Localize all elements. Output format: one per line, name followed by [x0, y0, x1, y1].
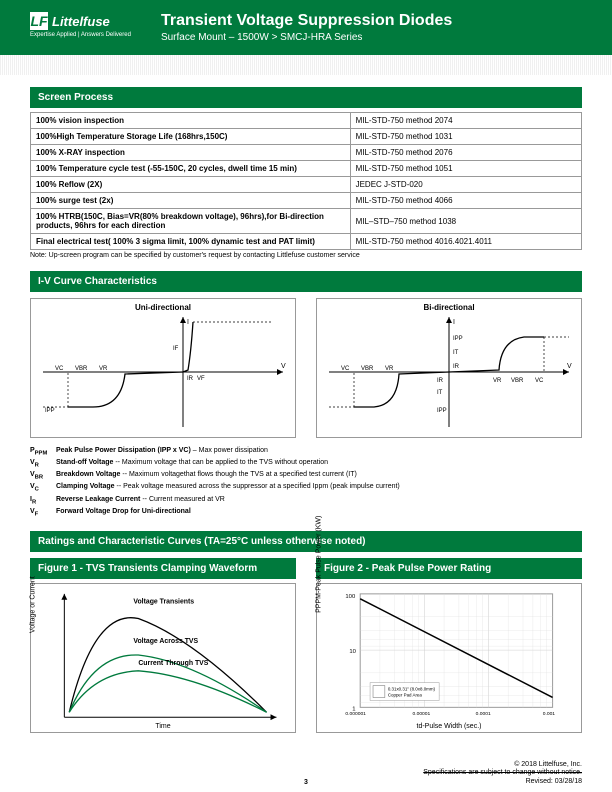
iv-heading: I-V Curve Characteristics: [30, 271, 582, 292]
screen-process-heading: Screen Process: [30, 87, 582, 108]
footer-disclaimer: Specifications are subject to change wit…: [423, 769, 582, 777]
svg-text:Voltage Transients: Voltage Transients: [133, 598, 194, 605]
svg-text:VF: VF: [197, 376, 205, 382]
table-row: 100% Temperature cycle test (-55-150C, 2…: [31, 161, 582, 177]
fig2-ylabel: PPPM-Peak Pulse Power (KW): [316, 515, 323, 612]
svg-text:IF: IF: [173, 346, 179, 352]
decorative-dots: [0, 55, 612, 75]
svg-text:0.001: 0.001: [543, 711, 556, 717]
iv-uni-title: Uni-directional: [31, 303, 295, 312]
svg-text:Voltage Across TVS: Voltage Across TVS: [133, 638, 198, 645]
table-row: 100% HTRB(150C, Bias=VR(80% breakdown vo…: [31, 209, 582, 234]
svg-text:VC: VC: [535, 378, 544, 384]
svg-text:IR: IR: [437, 378, 444, 384]
svg-text:Current Through TVS: Current Through TVS: [138, 660, 208, 667]
svg-text:0.31x0.31" (8.0x8.0mm): 0.31x0.31" (8.0x8.0mm): [388, 686, 436, 691]
svg-text:0.00001: 0.00001: [412, 711, 430, 717]
footer-revised: Revised: 03/28/18: [423, 778, 582, 786]
logo-icon: LF: [30, 12, 48, 30]
header-text: Transient Voltage Suppression Diodes Sur…: [161, 12, 452, 43]
screen-process-note: Note: Up-screen program can be specified…: [30, 252, 582, 259]
fig1-chart: Voltage or Current Time Voltage Transien…: [30, 583, 296, 733]
svg-text:IPP: IPP: [437, 408, 447, 414]
svg-text:I: I: [453, 319, 455, 326]
svg-text:IPP: IPP: [45, 408, 55, 414]
ratings-heading: Ratings and Characteristic Curves (TA=25…: [30, 531, 582, 552]
page-header: LF Littelfuse Expertise Applied | Answer…: [0, 0, 612, 55]
fig1-heading: Figure 1 - TVS Transients Clamping Wavef…: [30, 558, 296, 579]
table-row: 100% X-RAY inspectionMIL-STD-750 method …: [31, 145, 582, 161]
svg-text:IPP: IPP: [453, 336, 463, 342]
svg-text:IR: IR: [187, 376, 194, 382]
definitions: PPPM Peak Pulse Power Dissipation (IPP x…: [30, 446, 582, 519]
svg-text:V: V: [281, 363, 286, 370]
svg-text:0.000001: 0.000001: [345, 711, 366, 717]
fig1-xlabel: Time: [155, 723, 170, 730]
svg-text:VR: VR: [493, 378, 502, 384]
iv-bi-chart: Bi-directional V I VC VBR VR VR VBR VC: [316, 298, 582, 438]
svg-text:VR: VR: [99, 366, 108, 372]
svg-text:IT: IT: [453, 350, 459, 356]
page-number: 3: [304, 779, 308, 786]
table-row: Final electrical test( 100% 3 sigma limi…: [31, 234, 582, 250]
svg-text:VBR: VBR: [361, 366, 374, 372]
svg-text:10: 10: [349, 649, 356, 655]
logo: LF Littelfuse Expertise Applied | Answer…: [30, 12, 131, 38]
fig1-ylabel: Voltage or Current: [30, 576, 37, 633]
fig2-xlabel: td-Pulse Width (sec.): [417, 723, 482, 730]
fig2-heading: Figure 2 - Peak Pulse Power Rating: [316, 558, 582, 579]
iv-uni-chart: Uni-directional V I VC VBR VR IR VF IPP: [30, 298, 296, 438]
table-row: 100% surge test (2x)MIL-STD-750 method 4…: [31, 193, 582, 209]
iv-bi-title: Bi-directional: [317, 303, 581, 312]
svg-text:I: I: [187, 319, 189, 326]
svg-text:VBR: VBR: [75, 366, 88, 372]
page-subtitle: Surface Mount – 1500W > SMCJ-HRA Series: [161, 32, 452, 43]
svg-text:V: V: [567, 363, 572, 370]
svg-text:0.0001: 0.0001: [476, 711, 491, 717]
table-row: 100% vision inspectionMIL-STD-750 method…: [31, 113, 582, 129]
fig2-chart: PPPM-Peak Pulse Power (KW) td-Pulse Widt…: [316, 583, 582, 733]
table-row: 100%High Temperature Storage Life (168hr…: [31, 129, 582, 145]
table-row: 100% Reflow (2X)JEDEC J-STD-020: [31, 177, 582, 193]
svg-text:VR: VR: [385, 366, 394, 372]
logo-tagline: Expertise Applied | Answers Delivered: [30, 32, 131, 38]
svg-text:100: 100: [345, 594, 356, 600]
logo-text: Littelfuse: [52, 14, 110, 29]
footer-year: © 2018 Littelfuse, Inc.: [423, 761, 582, 769]
svg-text:VC: VC: [55, 366, 64, 372]
svg-text:VC: VC: [341, 366, 350, 372]
svg-text:IR: IR: [453, 364, 460, 370]
page-title: Transient Voltage Suppression Diodes: [161, 12, 452, 30]
page-footer: © 2018 Littelfuse, Inc. Specifications a…: [423, 761, 582, 786]
svg-text:Copper Pad Area: Copper Pad Area: [388, 692, 423, 697]
screen-process-table: 100% vision inspectionMIL-STD-750 method…: [30, 112, 582, 250]
svg-text:IT: IT: [437, 390, 443, 396]
svg-text:VBR: VBR: [511, 378, 524, 384]
